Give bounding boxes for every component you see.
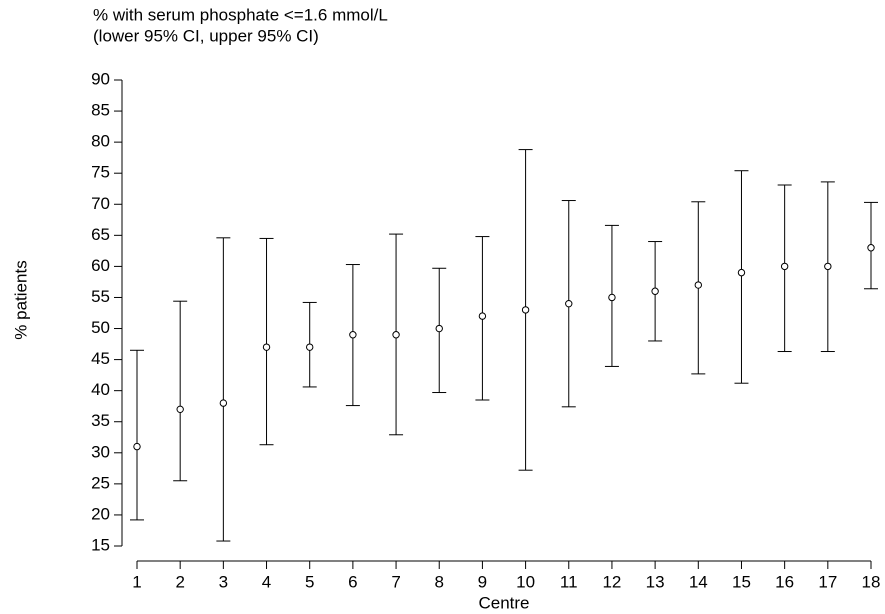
point xyxy=(521,306,530,314)
x-tick-label: 12 xyxy=(602,572,621,591)
x-tick-label: 10 xyxy=(516,572,535,591)
y-tick-label: 90 xyxy=(91,69,110,88)
y-tick-label: 65 xyxy=(91,225,110,244)
point xyxy=(349,331,357,339)
y-tick-label: 75 xyxy=(91,163,110,182)
y-tick-label: 25 xyxy=(91,473,110,492)
y-tick-label: 20 xyxy=(91,504,110,523)
x-tick-label: 13 xyxy=(646,572,665,591)
y-tick-label: 15 xyxy=(91,535,110,554)
point xyxy=(780,262,789,271)
x-tick-label: 7 xyxy=(391,572,400,591)
y-axis-label: % patients xyxy=(11,260,30,339)
x-tick-label: 5 xyxy=(305,572,314,591)
point xyxy=(824,262,832,271)
point xyxy=(737,268,746,277)
y-tick-label: 30 xyxy=(91,442,110,461)
y-tick-label: 35 xyxy=(91,411,110,430)
x-tick-label: 15 xyxy=(732,572,751,591)
point xyxy=(219,399,228,407)
x-tick-label: 11 xyxy=(560,572,578,591)
x-tick-label: 8 xyxy=(435,572,444,591)
point xyxy=(435,324,443,333)
y-tick-label: 50 xyxy=(91,318,110,337)
x-tick-label: 3 xyxy=(219,572,228,591)
point xyxy=(176,405,184,414)
x-axis-label: Centre xyxy=(478,593,529,612)
y-tick-label: 70 xyxy=(91,194,110,213)
y-tick-label: 40 xyxy=(91,380,110,399)
x-tick-label: 1 xyxy=(132,572,141,591)
x-tick-label: 14 xyxy=(689,572,708,591)
point xyxy=(306,343,314,351)
point xyxy=(651,287,659,295)
y-tick-label: 60 xyxy=(91,256,110,275)
x-tick-label: 6 xyxy=(348,572,357,591)
x-tick-label: 16 xyxy=(775,572,794,591)
y-tick-label: 45 xyxy=(91,349,110,368)
chart-subtitle: (lower 95% CI, upper 95% CI) xyxy=(93,26,319,45)
y-tick-label: 55 xyxy=(91,287,110,306)
point xyxy=(392,331,400,339)
x-tick-label: 4 xyxy=(262,572,271,591)
point xyxy=(262,343,271,351)
chart-title: % with serum phosphate <=1.6 mmol/L xyxy=(93,5,388,24)
y-tick-label: 85 xyxy=(91,101,110,120)
x-tick-label: 17 xyxy=(818,572,837,591)
point xyxy=(608,293,616,302)
point xyxy=(478,312,487,320)
y-tick-label: 80 xyxy=(91,132,110,151)
point xyxy=(133,442,141,451)
point xyxy=(565,299,573,308)
point xyxy=(694,281,702,289)
x-tick-label: 18 xyxy=(862,572,881,591)
point xyxy=(867,244,875,252)
x-tick-label: 2 xyxy=(175,572,184,591)
x-tick-label: 9 xyxy=(478,572,487,591)
